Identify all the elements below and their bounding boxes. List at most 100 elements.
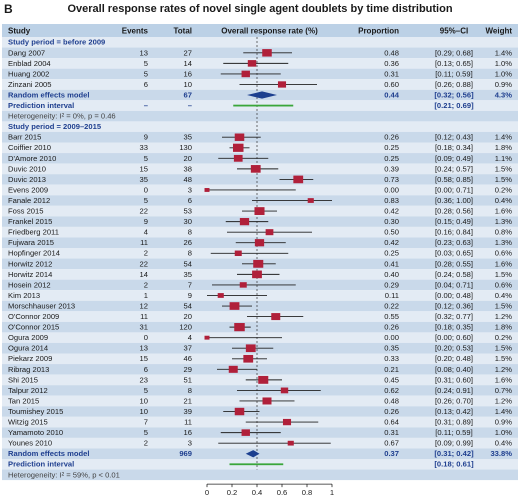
study-events: 11	[140, 312, 148, 321]
study-total: 7	[188, 280, 192, 289]
random-effects-ci: [0.31; 0.42]	[434, 449, 474, 458]
study-ci: [0.09; 0.99]	[435, 439, 473, 448]
x-tick-label: 0.2	[227, 488, 238, 497]
study-total: 10	[184, 80, 192, 89]
study-name: Foss 2015	[8, 207, 43, 216]
study-proportion: 0.40	[384, 270, 399, 279]
study-point	[254, 207, 265, 215]
study-total: 26	[184, 238, 192, 247]
study-ci: [0.28; 0.56]	[435, 207, 473, 216]
study-ci: [0.00; 0.60]	[435, 333, 473, 342]
study-point	[287, 440, 294, 446]
study-weight: 1.5%	[495, 354, 513, 363]
study-total: 46	[184, 354, 192, 363]
study-name: Barr 2015	[8, 133, 41, 142]
column-header-response-rate: Overall response rate (%)	[221, 27, 318, 36]
study-proportion: 0.26	[384, 323, 399, 332]
study-row-band	[2, 174, 518, 185]
prediction-interval-label: Prediction interval	[8, 101, 74, 110]
study-total: 27	[184, 48, 192, 57]
x-tick-label: 1	[330, 488, 334, 497]
study-ci: [0.29; 0.68]	[435, 48, 473, 57]
study-weight: 0.9%	[495, 80, 513, 89]
study-events: 10	[140, 396, 148, 405]
study-total: 11	[184, 418, 192, 427]
study-events: 2	[144, 439, 148, 448]
study-events: 13	[140, 48, 148, 57]
study-ci: [0.36; 1.00]	[435, 196, 473, 205]
study-point	[253, 259, 264, 268]
study-weight: 0.4%	[495, 439, 513, 448]
study-row-band	[2, 321, 518, 333]
heterogeneity-band	[2, 110, 518, 122]
study-name: Tan 2015	[8, 396, 39, 405]
study-ci: [0.24; 0.91]	[435, 386, 473, 395]
study-total: 120	[179, 323, 192, 332]
study-weight: 0.6%	[495, 249, 513, 258]
study-name: Yamamoto 2010	[8, 428, 63, 437]
study-events: 2	[144, 280, 148, 289]
study-events: 5	[144, 69, 148, 78]
chart-marks	[204, 49, 332, 466]
panel-label: B	[4, 2, 13, 16]
study-total: 3	[188, 439, 192, 448]
study-weight: 0.2%	[495, 185, 513, 194]
study-weight: 1.0%	[495, 428, 513, 437]
study-events: 14	[140, 270, 148, 279]
study-total: 3	[188, 185, 192, 194]
study-proportion: 0.26	[384, 133, 399, 142]
study-weight: 1.5%	[495, 175, 513, 184]
study-point	[265, 229, 274, 236]
study-weight: 1.0%	[495, 59, 513, 68]
study-events: 2	[144, 249, 148, 258]
study-weight: 0.4%	[495, 291, 513, 300]
study-ci: [0.09; 0.49]	[435, 154, 473, 163]
study-name: O'Connor 2015	[8, 323, 59, 332]
study-events: 4	[144, 228, 148, 237]
study-events: 5	[144, 196, 148, 205]
study-proportion: 0.22	[384, 301, 399, 310]
study-row-band	[2, 406, 518, 417]
study-total: 37	[184, 344, 192, 353]
heterogeneity-text: Heterogeneity: I² = 59%, p < 0.01	[8, 470, 120, 479]
study-proportion: 0.33	[384, 354, 399, 363]
random-effects-weight: 4.3%	[495, 90, 513, 99]
study-ci: [0.12; 0.36]	[435, 301, 473, 310]
study-events: 0	[144, 185, 148, 194]
prediction-interval-bar	[229, 463, 284, 466]
study-weight: 1.8%	[495, 323, 513, 332]
study-point	[239, 218, 250, 226]
random-effects-band	[2, 448, 518, 459]
study-ci: [0.15; 0.49]	[435, 217, 473, 226]
study-name: Horwitz 2012	[8, 259, 52, 268]
study-events: 10	[140, 407, 148, 416]
study-ci: [0.18; 0.34]	[435, 143, 473, 152]
study-name: Ribrag 2013	[8, 365, 49, 374]
study-ci: [0.03; 0.65]	[435, 249, 473, 258]
study-proportion: 0.31	[384, 69, 399, 78]
study-events: 1	[144, 291, 148, 300]
study-name: Huang 2002	[8, 69, 49, 78]
study-ci: [0.12; 0.43]	[435, 133, 473, 142]
study-ci: [0.28; 0.55]	[435, 259, 473, 268]
study-events: 9	[144, 217, 148, 226]
study-proportion: 0.25	[384, 249, 399, 258]
study-ci: [0.23; 0.63]	[435, 238, 473, 247]
x-tick-label: 0.8	[302, 488, 313, 497]
study-ci: [0.13; 0.65]	[435, 59, 473, 68]
study-events: 35	[140, 175, 148, 184]
study-point	[247, 60, 257, 67]
study-events: 6	[144, 365, 148, 374]
study-point	[258, 375, 269, 384]
study-name: Talpur 2012	[8, 386, 48, 395]
study-total: 54	[184, 301, 192, 310]
study-total: 9	[188, 291, 192, 300]
study-events: 23	[140, 375, 148, 384]
study-proportion: 0.62	[384, 386, 399, 395]
study-name: Zinzani 2005	[8, 80, 51, 89]
study-total: 16	[184, 69, 192, 78]
subgroup-heading: Study period = before 2009	[8, 38, 105, 47]
study-proportion: 0.00	[384, 185, 399, 194]
study-total: 8	[188, 249, 192, 258]
study-proportion: 0.64	[384, 418, 399, 427]
